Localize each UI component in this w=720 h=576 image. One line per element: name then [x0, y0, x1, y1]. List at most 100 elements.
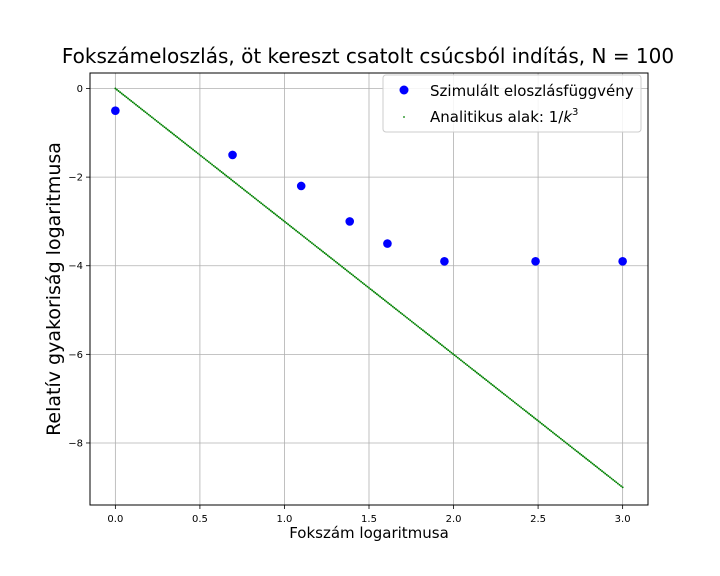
- analytic-point: [225, 174, 228, 177]
- analytic-point: [499, 390, 502, 393]
- analytic-point: [377, 294, 380, 297]
- analytic-point: [404, 315, 407, 318]
- analytic-point: [214, 166, 217, 168]
- analytic-point: [277, 215, 280, 218]
- chart-title: Fokszámeloszlás, öt kereszt csatolt csúc…: [62, 44, 674, 68]
- analytic-point: [433, 338, 435, 340]
- analytic-point: [284, 220, 286, 223]
- analytic-point: [115, 88, 118, 91]
- analytic-point: [271, 210, 274, 213]
- analytic-point: [228, 177, 231, 180]
- analytic-point: [502, 392, 505, 395]
- analytic-point: [298, 232, 301, 235]
- analytic-point: [133, 102, 136, 105]
- analytic-point: [258, 200, 261, 203]
- analytic-point: [467, 365, 470, 368]
- analytic-point: [409, 319, 412, 322]
- analytic-point: [364, 284, 367, 287]
- analytic-point: [238, 184, 240, 187]
- analytic-point: [574, 448, 577, 451]
- analytic-point: [125, 96, 128, 99]
- analytic-point: [469, 366, 472, 369]
- analytic-point: [402, 314, 405, 317]
- analytic-point: [222, 172, 225, 175]
- analytic-point: [239, 186, 242, 188]
- analytic-point: [265, 205, 267, 208]
- analytic-point: [588, 460, 591, 463]
- analytic-point: [295, 229, 298, 232]
- analytic-point: [312, 243, 315, 246]
- analytic-point: [550, 430, 553, 433]
- analytic-point: [524, 410, 527, 413]
- analytic-point: [480, 375, 483, 378]
- analytic-point: [198, 153, 201, 156]
- analytic-point: [387, 301, 389, 304]
- series-layer: [111, 87, 627, 489]
- analytic-point: [122, 93, 125, 96]
- analytic-point: [569, 445, 572, 448]
- analytic-point: [204, 158, 207, 161]
- analytic-point: [390, 304, 393, 307]
- analytic-point: [585, 457, 588, 460]
- analytic-point: [150, 116, 153, 119]
- analytic-point: [142, 109, 145, 112]
- analytic-point: [161, 124, 164, 127]
- x-tick-label: 3.0: [615, 514, 631, 525]
- analytic-point: [323, 252, 326, 254]
- analytic-point: [149, 114, 152, 117]
- analytic-point: [501, 391, 504, 394]
- analytic-point: [363, 283, 366, 286]
- analytic-point: [548, 429, 551, 431]
- analytic-point: [447, 349, 450, 352]
- analytic-point: [291, 227, 294, 230]
- analytic-point: [509, 397, 512, 400]
- analytic-point: [249, 193, 252, 196]
- analytic-point: [250, 194, 253, 197]
- analytic-point: [336, 262, 339, 264]
- analytic-point: [339, 264, 342, 267]
- analytic-point: [580, 453, 583, 456]
- analytic-point: [187, 144, 190, 147]
- analytic-point: [325, 253, 328, 256]
- analytic-point: [119, 91, 122, 94]
- analytic-point: [217, 168, 220, 171]
- analytic-point: [490, 382, 493, 385]
- analytic-point: [379, 295, 382, 298]
- analytic-point: [421, 329, 424, 332]
- analytic-point: [190, 147, 193, 150]
- analytic-point: [575, 450, 578, 453]
- analytic-point: [464, 362, 467, 365]
- analytic-point: [131, 101, 134, 104]
- simulated-point: [296, 181, 306, 191]
- analytic-point: [577, 451, 580, 454]
- analytic-point: [563, 440, 565, 443]
- analytic-point: [407, 318, 410, 320]
- analytic-point: [610, 477, 613, 480]
- analytic-point: [463, 361, 466, 364]
- analytic-point: [518, 405, 521, 408]
- analytic-point: [293, 228, 296, 231]
- analytic-point: [282, 219, 285, 222]
- analytic-point: [537, 420, 540, 423]
- analytic-point: [597, 467, 600, 470]
- analytic-point: [398, 310, 401, 313]
- simulated-point: [618, 257, 627, 266]
- analytic-point: [179, 138, 182, 141]
- analytic-point: [285, 222, 288, 225]
- analytic-point: [154, 118, 156, 121]
- analytic-point: [561, 438, 564, 441]
- analytic-point: [241, 187, 244, 190]
- analytic-point: [358, 279, 361, 282]
- analytic-point: [615, 481, 618, 484]
- analytic-point: [496, 387, 499, 390]
- x-tick-label: 0.0: [107, 514, 123, 525]
- analytic-point: [375, 293, 378, 296]
- analytic-point: [141, 108, 144, 111]
- analytic-point: [517, 404, 519, 406]
- legend-label-analytic: Analitikus alak: 1/k3: [430, 107, 578, 126]
- analytic-point: [157, 121, 160, 124]
- analytic-point: [591, 462, 594, 465]
- analytic-point: [276, 214, 279, 217]
- analytic-point: [555, 433, 558, 436]
- analytic-point: [594, 465, 597, 468]
